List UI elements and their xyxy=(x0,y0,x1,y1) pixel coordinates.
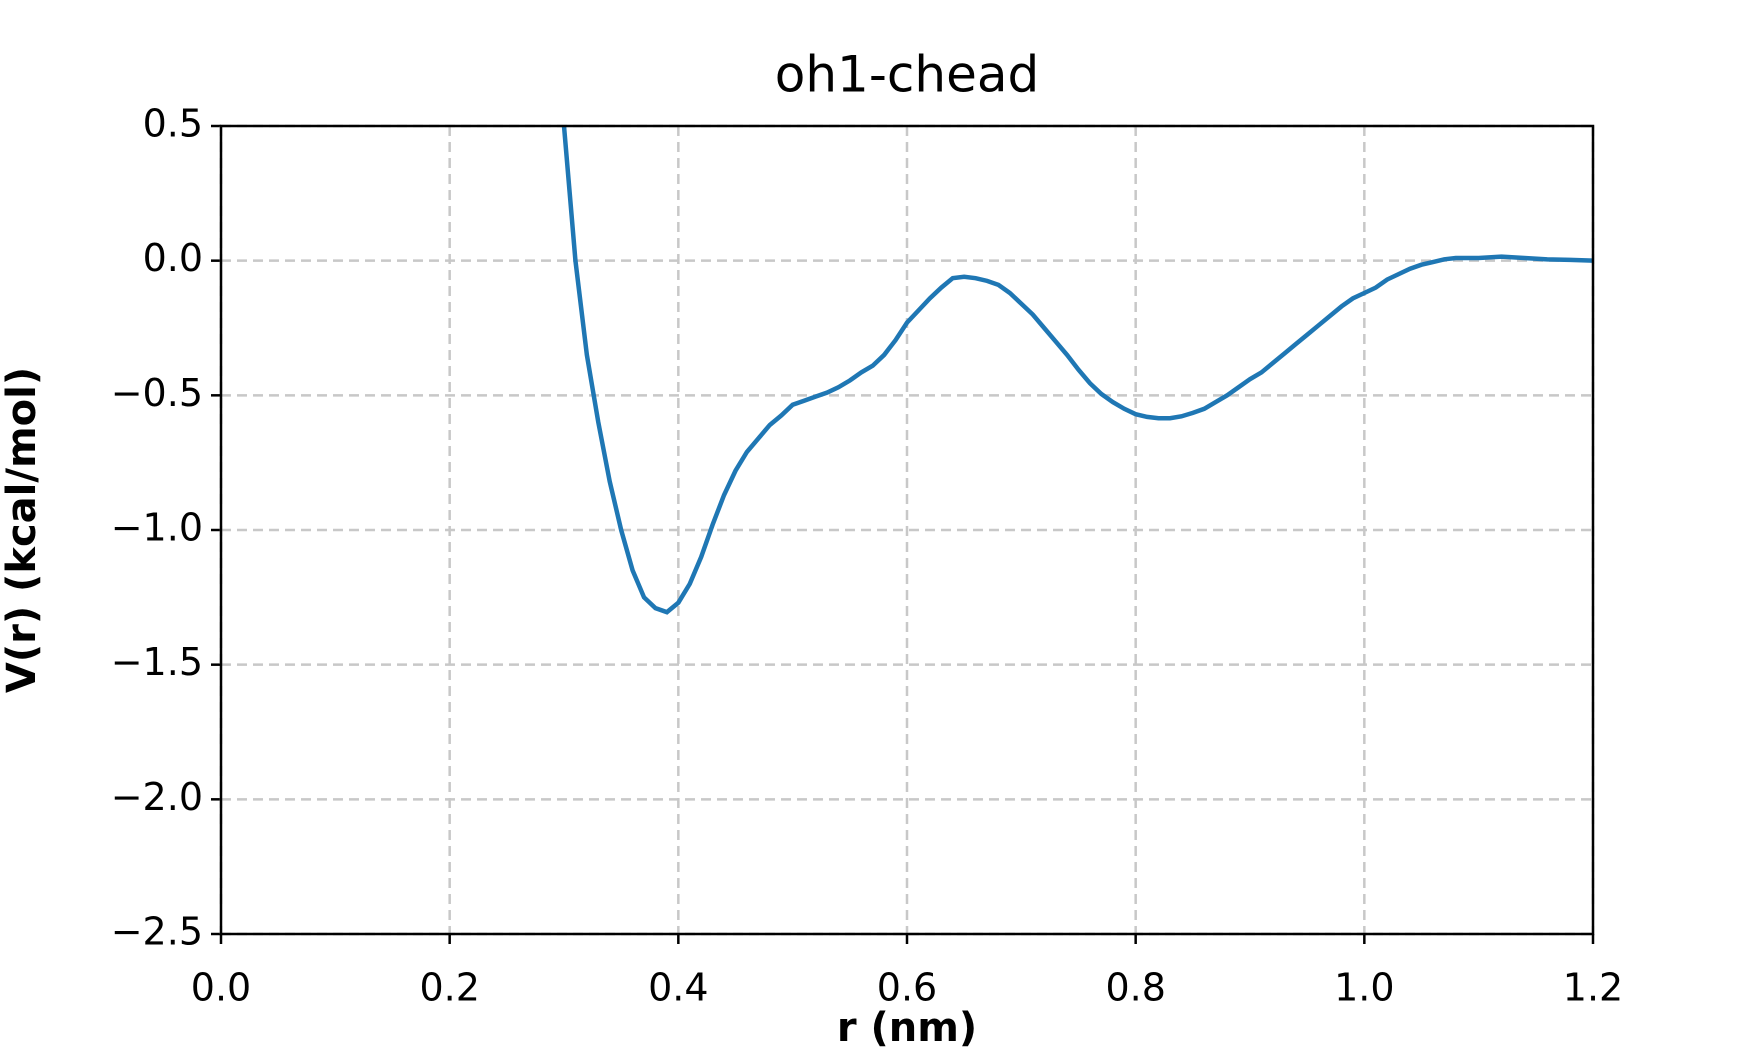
y-tick-label: 0.5 xyxy=(143,102,203,146)
x-tick-label: 1.0 xyxy=(1334,966,1394,1010)
x-axis-label: r (nm) xyxy=(837,1005,977,1050)
x-tick-label: 0.8 xyxy=(1105,966,1165,1010)
x-tick-label: 0.2 xyxy=(419,966,479,1010)
x-tick-label: 0.4 xyxy=(648,966,708,1010)
chart-title: oh1-chead xyxy=(775,46,1039,104)
x-tick-label: 1.2 xyxy=(1563,966,1623,1010)
plot-frame xyxy=(219,124,1595,936)
y-tick-label: −2.0 xyxy=(111,775,203,819)
y-tick-label: −0.5 xyxy=(111,371,203,415)
y-axis-label: V(r) (kcal/mol) xyxy=(0,367,45,693)
data-line xyxy=(561,126,1593,615)
x-tick-label: 0.6 xyxy=(877,966,937,1010)
y-tick-label: −1.5 xyxy=(111,640,203,684)
y-tick-label: −1.0 xyxy=(111,506,203,550)
y-tick-label: −2.5 xyxy=(111,910,203,954)
x-tick-label: 0.0 xyxy=(191,966,251,1010)
y-tick-label: 0.0 xyxy=(143,236,203,280)
